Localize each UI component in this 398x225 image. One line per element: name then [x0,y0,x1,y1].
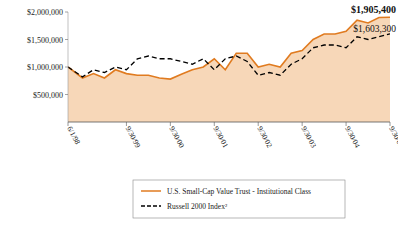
series-area [68,17,390,122]
plot-marks [68,17,390,122]
legend-box [133,180,345,218]
y-tick [65,67,68,68]
y-tick-label: $1,000,000 [27,63,63,72]
x-tick [302,122,303,126]
legend-swatch [141,205,161,207]
y-tick-label: $2,000,000 [27,8,63,17]
x-tick [170,122,171,126]
x-tick-label: 9/30/03 [299,125,318,150]
legend-label: U.S. Small-Cap Value Trust - Institution… [167,187,311,196]
y-tick [65,12,68,13]
x-tick [126,122,127,126]
series-line [68,34,390,77]
y-tick-label: $500,000 [33,91,63,100]
y-tick [65,94,68,95]
x-tick [390,122,391,126]
x-axis [68,122,390,123]
x-tick [258,122,259,126]
y-tick [65,39,68,40]
x-tick-label: 9/30/99 [124,125,143,150]
legend-label: Russell 2000 Index² [167,202,228,211]
legend: U.S. Small-Cap Value Trust - Institution… [133,180,345,218]
x-tick-label: 6/1/98 [65,125,82,146]
x-tick-label: 9/30/02 [255,125,274,150]
x-tick-label: 9/30/05 [387,125,398,150]
x-tick-label: 9/30/04 [343,125,362,150]
y-tick-label: $1,500,000 [27,36,63,45]
x-tick-label: 9/30/01 [212,125,231,150]
x-tick [68,122,69,126]
end-annotation: $1,905,400 [351,4,396,15]
x-tick-label: 9/30/00 [168,125,187,150]
chart: $500,000 $1,000,000 $1,500,000 $2,000,000 6/… [0,0,398,225]
legend-swatch [141,190,161,192]
x-tick [214,122,215,126]
end-annotation: $1,603,300 [353,24,396,34]
series-line [68,17,390,79]
x-tick [346,122,347,126]
